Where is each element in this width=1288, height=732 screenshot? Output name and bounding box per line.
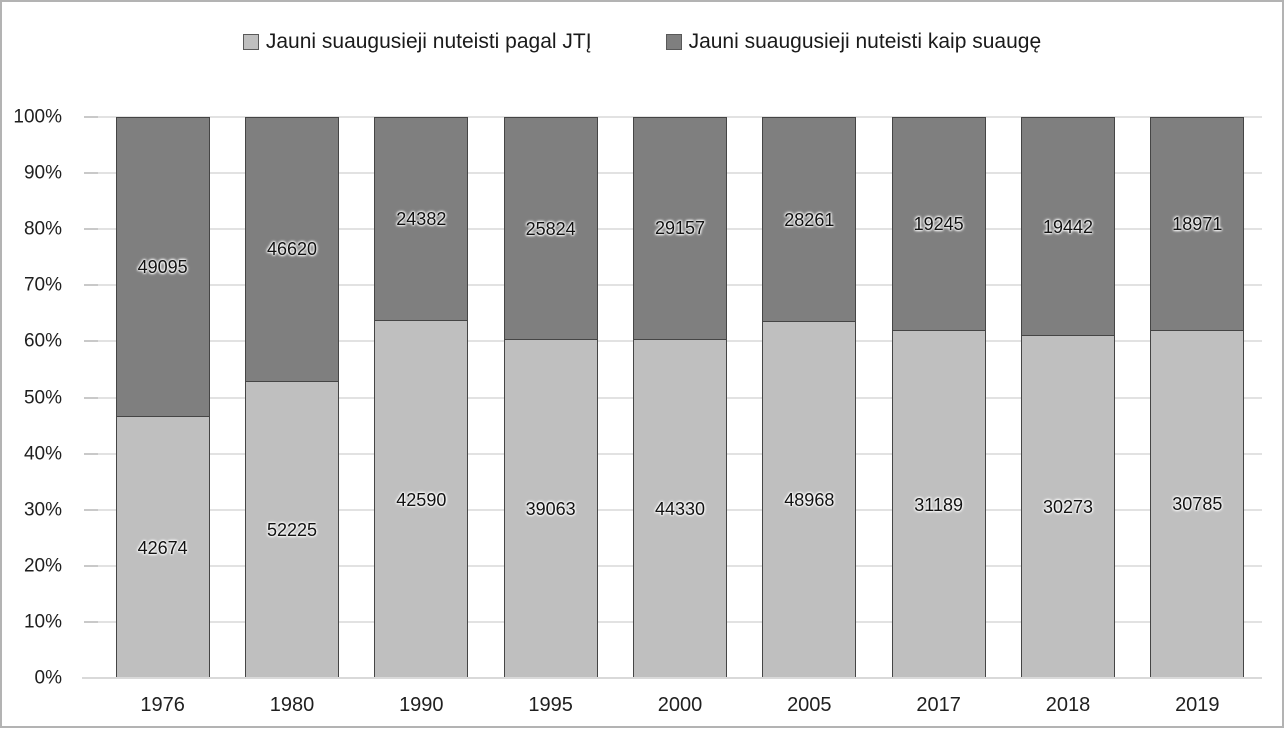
y-tick-mark-icon — [84, 508, 98, 511]
data-label: 24382 — [396, 209, 447, 230]
bar-group-2019: 18971 30785 — [1133, 117, 1262, 678]
data-label: 18971 — [1172, 213, 1223, 234]
y-tick-label: 30% — [23, 499, 62, 521]
segment-pagal-jti: 30785 — [1150, 330, 1245, 678]
x-tick-label: 2005 — [787, 694, 832, 716]
segment-pagal-jti: 48968 — [762, 322, 857, 678]
segment-pagal-jti: 42590 — [374, 321, 469, 678]
y-tick-label: 20% — [23, 555, 62, 577]
bar-group-1980: 46620 52225 — [227, 117, 356, 678]
y-tick-mark-icon — [84, 116, 98, 118]
y-tick-mark-icon — [84, 452, 98, 455]
segment-kaip-suauge: 19245 — [891, 117, 986, 332]
stacked-bar: 19245 31189 — [891, 117, 986, 678]
bar-group-2018: 19442 30273 — [1003, 117, 1132, 678]
y-tick-mark-icon — [84, 228, 98, 231]
y-tick-label: 80% — [23, 218, 62, 240]
y-axis: 0% 10% 20% 30% 40% 50% 60% 70% 80% 90% 100% — [2, 108, 98, 688]
legend-item-pagal-jti: Jauni suaugusieji nuteisti pagal JTĮ — [242, 30, 592, 54]
data-label: 46620 — [266, 239, 318, 260]
segment-pagal-jti: 30273 — [1020, 336, 1115, 678]
data-label: 30273 — [1042, 497, 1094, 518]
data-label: 31189 — [914, 494, 964, 515]
segment-pagal-jti: 42674 — [115, 417, 210, 678]
x-tick-label: 2019 — [1175, 694, 1220, 716]
segment-kaip-suauge: 29157 — [632, 117, 727, 340]
stacked-bar: 29157 44330 — [632, 117, 727, 678]
stacked-bar: 18971 30785 — [1150, 117, 1245, 678]
y-tick-mark-icon — [84, 396, 98, 399]
bar-group-2000: 29157 44330 — [615, 117, 744, 678]
data-label: 28261 — [784, 209, 835, 230]
data-label: 19245 — [913, 214, 964, 235]
y-tick-label: 70% — [23, 274, 62, 296]
x-tick-label: 2000 — [657, 694, 703, 716]
bar-group-1976: 49095 42674 — [98, 117, 227, 678]
x-tick-label: 1995 — [528, 694, 573, 716]
legend-label-kaip-suauge: Jauni suaugusieji nuteisti kaip suaugę — [688, 30, 1042, 53]
legend-label-pagal-jti: Jauni suaugusieji nuteisti pagal JTĮ — [265, 30, 592, 53]
segment-pagal-jti: 52225 — [244, 381, 339, 678]
segment-kaip-suauge: 28261 — [762, 117, 857, 323]
segment-kaip-suauge: 46620 — [244, 117, 339, 382]
legend-item-kaip-suauge: Jauni suaugusieji nuteisti kaip suaugę — [665, 30, 1042, 54]
plot-area: 49095 42674 46620 52225 24382 42590 25824 39063… — [82, 116, 1262, 679]
data-label: 42674 — [137, 537, 188, 558]
y-tick-mark-icon — [84, 340, 98, 343]
y-tick-mark-icon — [84, 284, 98, 287]
data-label: 39063 — [525, 499, 576, 520]
segment-kaip-suauge: 25824 — [503, 117, 598, 341]
stacked-bar: 24382 42590 — [374, 117, 469, 678]
data-label: 42590 — [396, 489, 447, 510]
data-label: 19442 — [1042, 216, 1094, 237]
x-tick-label: 2017 — [916, 694, 961, 716]
y-tick-label: 90% — [23, 162, 62, 184]
y-tick-label: 60% — [23, 330, 62, 352]
bar-group-2005: 28261 48968 — [745, 117, 874, 678]
segment-pagal-jti: 39063 — [503, 340, 598, 678]
data-label: 49095 — [137, 257, 188, 278]
y-tick-label: 10% — [23, 611, 62, 633]
stacked-bar: 19442 30273 — [1020, 117, 1115, 678]
segment-kaip-suauge: 18971 — [1150, 117, 1245, 331]
x-axis-line — [82, 677, 1262, 679]
bar-group-1990: 24382 42590 — [357, 117, 486, 678]
data-label: 30785 — [1172, 494, 1223, 515]
y-tick-mark-icon — [84, 564, 98, 567]
stacked-bar: 28261 48968 — [762, 117, 857, 678]
x-tick-label: 1990 — [399, 694, 444, 716]
y-tick-mark-icon — [84, 172, 98, 175]
x-tick-label: 2018 — [1045, 694, 1091, 716]
y-tick-label: 0% — [34, 667, 62, 689]
data-label: 44330 — [654, 498, 706, 519]
stacked-bar: 25824 39063 — [503, 117, 598, 678]
y-tick-mark-icon — [84, 620, 98, 623]
data-label: 29157 — [654, 218, 706, 239]
data-label: 48968 — [784, 490, 835, 511]
y-tick-label: 50% — [23, 387, 62, 408]
segment-kaip-suauge: 49095 — [115, 117, 210, 418]
segment-kaip-suauge: 19442 — [1020, 117, 1115, 337]
y-tick-label: 100% — [13, 106, 62, 128]
legend-swatch-light-icon — [242, 34, 259, 50]
y-tick-label: 40% — [23, 443, 62, 465]
stacked-bar: 46620 52225 — [244, 117, 339, 678]
data-label: 25824 — [525, 218, 576, 239]
x-tick-label: 1976 — [140, 694, 185, 716]
x-tick-label: 1980 — [269, 694, 315, 716]
segment-kaip-suauge: 24382 — [374, 117, 469, 322]
data-label: 52225 — [266, 519, 318, 540]
x-axis: 1976 1980 1990 1995 2000 2005 2017 2018 2019 — [98, 678, 1262, 722]
legend-swatch-dark-icon — [665, 34, 682, 50]
bar-group-1995: 25824 39063 — [486, 117, 615, 678]
stacked-bar: 49095 42674 — [115, 117, 210, 678]
bar-group-2017: 19245 31189 — [874, 117, 1003, 678]
legend: Jauni suaugusieji nuteisti pagal JTĮ Jau… — [2, 30, 1282, 54]
segment-pagal-jti: 31189 — [891, 331, 986, 678]
segment-pagal-jti: 44330 — [632, 339, 727, 678]
